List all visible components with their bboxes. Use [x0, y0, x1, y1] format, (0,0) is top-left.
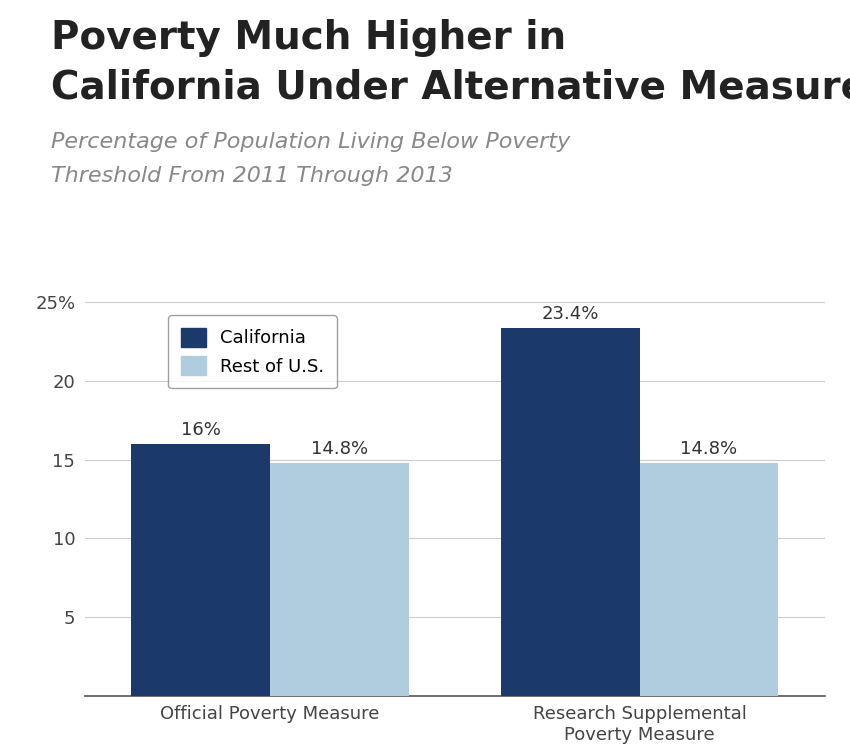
Text: 23.4%: 23.4% [541, 305, 599, 323]
Bar [131, 444, 269, 696]
Text: 14.8%: 14.8% [680, 440, 738, 458]
Text: Percentage of Population Living Below Poverty: Percentage of Population Living Below Po… [51, 132, 570, 152]
Text: California Under Alternative Measure: California Under Alternative Measure [51, 68, 850, 106]
Bar [501, 327, 639, 696]
Legend: California, Rest of U.S.: California, Rest of U.S. [168, 315, 337, 389]
Text: Poverty Much Higher in: Poverty Much Higher in [51, 19, 566, 57]
Text: Threshold From 2011 Through 2013: Threshold From 2011 Through 2013 [51, 166, 453, 186]
Bar [639, 463, 779, 696]
Text: 16%: 16% [180, 421, 220, 439]
Bar [269, 463, 409, 696]
Text: 14.8%: 14.8% [310, 440, 368, 458]
